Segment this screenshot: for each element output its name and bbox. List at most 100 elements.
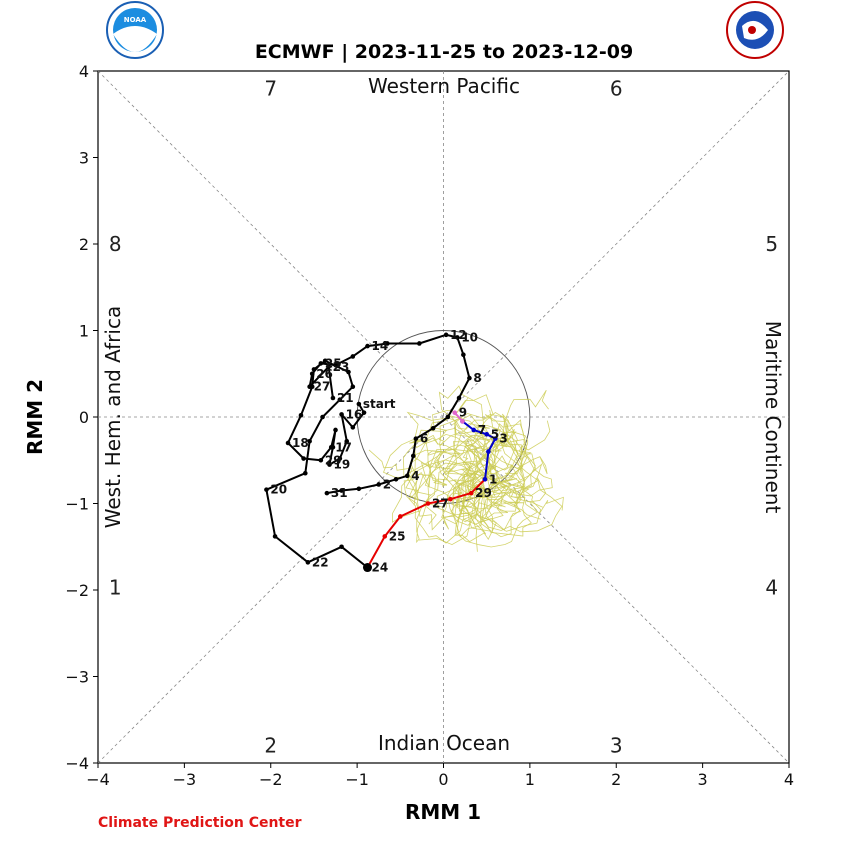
track-point [398,514,403,519]
track-point [339,544,344,550]
ensemble-member-line [477,419,528,484]
ensemble-member-line [484,389,549,478]
ensemble-member-line [436,459,493,523]
y-tick-label: −3 [65,668,89,687]
x-tick-label: 4 [784,770,794,789]
day-label: 10 [461,330,478,344]
track-point [410,453,416,459]
day-label: 31 [331,486,348,500]
day-label: 29 [475,486,492,500]
track-point [382,534,388,539]
track-point [467,375,472,381]
region-label-maritime-continent: Maritime Continent [761,321,785,514]
track-point [320,414,325,420]
track-point [337,397,343,403]
ensemble-member-line [440,459,507,526]
ensemble-member-line [453,413,518,475]
day-label: 2 [383,477,391,491]
guide-lines [97,70,790,764]
track-point [448,496,453,502]
rmm-tracks [264,332,498,573]
ensemble-member-line [438,385,494,470]
y-tick-label: −2 [65,581,89,600]
day-label: start [363,397,396,411]
track-point [493,436,498,441]
track-point [318,361,324,366]
ensemble-member-line [416,461,486,544]
y-tick-label: −4 [65,754,89,773]
track-point [339,412,344,417]
track-point [393,476,399,482]
track-point [356,401,362,407]
region-label-indian-ocean: Indian Ocean [378,731,510,755]
chart-title: ECMWF | 2023-11-25 to 2023-12-09 [255,41,633,63]
track-point [298,412,304,418]
ensemble-member-line [391,459,477,523]
x-tick-label: −1 [345,770,369,789]
phase-number: 6 [610,76,623,100]
track-point [456,395,462,401]
track-point [413,436,419,441]
guide-diagonal-anti [97,70,790,764]
day-label: 18 [292,436,309,450]
y-tick-label: 1 [79,322,89,341]
track-point [486,449,491,454]
track-forecast_blue [461,420,497,481]
track-point [482,476,488,482]
y-axis-label: RMM 2 [23,379,47,455]
day-label: 7 [478,423,486,437]
track-point [425,501,431,506]
region-label-west-hem-africa: West. Hem. and Africa [101,306,125,528]
track-point [324,490,330,496]
nws-logo [726,1,784,59]
x-tick-label: −4 [86,770,110,789]
day-label: 29 [325,453,342,467]
x-tick-label: 3 [698,770,708,789]
track-point [307,384,312,390]
day-label: 27 [314,380,331,394]
ensemble-member-line [483,479,542,532]
x-tick-label: −3 [173,770,197,789]
track-point [327,462,332,467]
day-label: 26 [316,367,333,381]
track-point [307,438,312,444]
day-label: 27 [432,497,449,511]
y-tick-label: 2 [79,235,89,254]
track-point [346,369,351,375]
track-point [318,457,324,463]
track-point [301,456,306,461]
ensemble-member-line [471,475,530,538]
day-label: 4 [411,469,419,483]
ensemble-member-line [427,448,495,535]
track-point [484,432,489,437]
noaa-logo: NOAA [106,1,164,59]
x-tick-label: 1 [525,770,535,789]
ensemble-member-line [382,428,493,478]
track-point [350,354,356,359]
track-point [452,410,458,415]
phase-number: 5 [765,232,778,256]
track-point [328,444,334,450]
day-label: 8 [473,371,481,385]
phase-number: 8 [109,232,122,256]
track-point [471,427,477,433]
track-point [337,456,343,461]
track-point [455,335,460,340]
phase-number: 2 [264,734,277,758]
day-label: 25 [389,529,406,543]
track-point [344,438,350,444]
day-label: 22 [312,555,329,569]
noaa-logo-text: NOAA [124,16,147,24]
ensemble-member-line [483,431,553,497]
day-label: 25 [325,356,342,370]
track-point [333,362,338,368]
day-label: 9 [459,406,467,420]
unit-circle [356,330,531,504]
region-label-western-pacific: Western Pacific [368,74,520,98]
track-point [350,425,356,430]
track-point [339,488,344,493]
day-label: 5 [491,427,499,441]
day-label: 1 [489,472,497,486]
